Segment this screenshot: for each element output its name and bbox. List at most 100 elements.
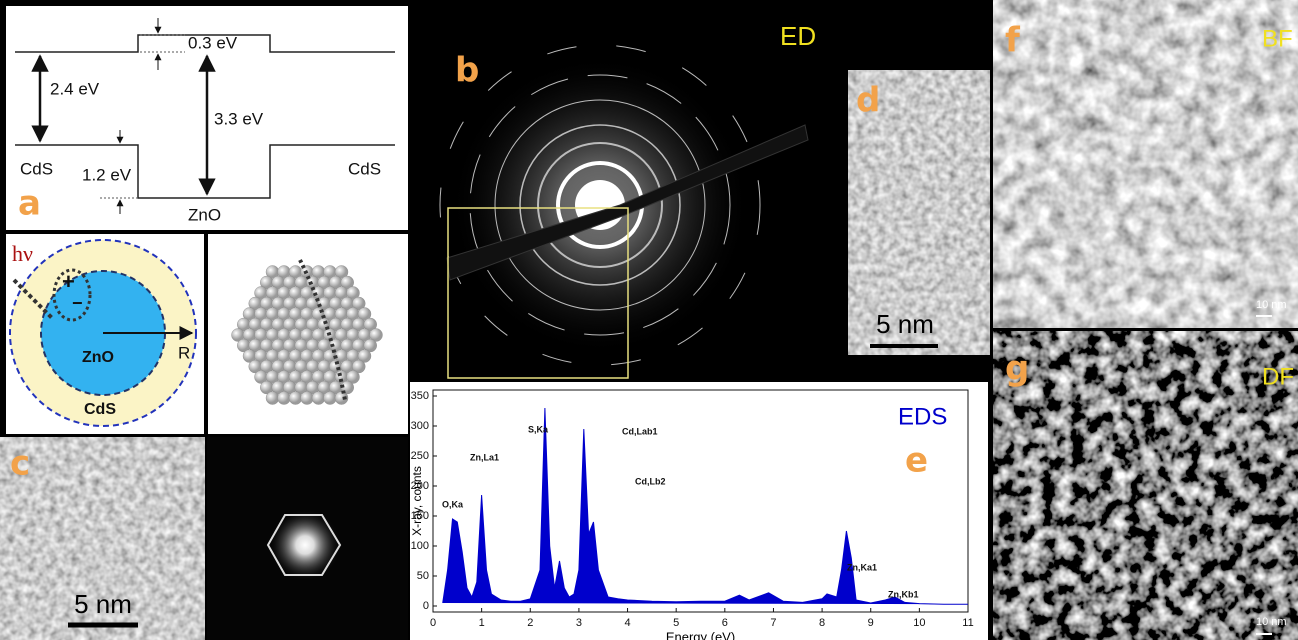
fft-ring [266,514,342,576]
ring [469,74,731,336]
band-diagram-panel: 0.3 eV 2.4 eV 3.3 eV 1.2 eV CdS CdS ZnO … [6,6,408,230]
panel-bg [410,382,988,640]
peak-label: O,Ka [442,499,464,509]
fft-spot [269,509,341,581]
bright-field-panel: f BF 10 nm [993,0,1298,328]
tem-image [848,70,990,355]
y-tick-label: 350 [411,390,429,402]
x-tick-label: 6 [722,617,728,629]
x-axis-label: Energy (eV) [666,629,735,640]
panel-label: d [856,81,880,121]
y-tick-label: 300 [411,420,429,432]
lattice-panel: 5 nm d [848,70,990,355]
x-tick-label: 10 [913,617,925,629]
atom [363,317,377,332]
spectrum [442,407,968,605]
y-axis-label: X-ray, counts [410,466,424,536]
gap-label: 3.3 eV [214,109,264,128]
atom [357,307,372,321]
tem-image [0,437,205,640]
x-tick-label: 4 [624,617,630,629]
tem-image [993,0,1298,328]
x-tick-label: 5 [673,617,679,629]
material-label: CdS [348,159,381,178]
x-tick-label: 8 [819,617,825,629]
dark-field-panel: g DF 10 nm [993,331,1298,640]
atom [277,391,291,405]
panel-label: a [18,184,41,224]
band-edges [15,34,395,199]
y-tick-label: 200 [411,480,429,492]
peak-label: Zn,Ka1 [847,562,877,572]
eds-panel: 0 50 100 150 200 250 300 350 0 1 2 3 4 5 6 7 8 9 10 11 Energ… [410,382,988,640]
exciton [52,268,92,322]
mode-label: ED [780,21,816,51]
y-tick-label: 50 [417,570,429,582]
offset-label: 1.2 eV [82,165,132,184]
photon-label: hν [12,241,33,266]
shell-label: CdS [84,401,116,418]
x-tick-label: 3 [576,617,582,629]
ring [494,99,706,311]
atom [323,391,337,405]
atom [346,286,360,300]
x-tick-label: 11 [962,617,973,629]
panel-label: c [10,444,30,484]
atom [352,296,366,311]
diffraction-panel: b ED [410,0,845,380]
peak-label: Zn,Kb1 [888,589,919,599]
mode-label: BF [1262,25,1293,52]
atom [357,349,372,363]
peak-label: Zn,La1 [470,452,499,462]
atom [311,391,326,405]
tem-image [993,331,1298,640]
panel-label: g [1005,349,1029,389]
material-label: ZnO [188,205,221,224]
y-tick-label: 150 [411,510,429,522]
beam-stop [446,124,809,281]
panel-label: e [905,441,928,481]
scale-label: 10 nm [1256,299,1287,311]
gap-label: 2.4 eV [50,79,100,98]
radius-label: R [178,343,190,362]
inset-box [447,207,629,379]
atom [346,370,360,384]
plot-frame [432,389,969,613]
mode-label: DF [1262,363,1294,390]
scale-label: 5 nm [876,309,934,339]
atom [300,391,314,405]
atom [352,359,366,374]
y-tick-label: 0 [423,600,429,612]
ring [519,124,681,286]
atom [265,391,280,405]
x-tick-label: 1 [479,617,485,629]
panel-label: b [455,51,479,91]
panel-label: f [1005,21,1021,61]
atom [288,391,303,405]
scale-label: 5 nm [74,589,132,619]
atom [334,265,349,279]
material-label: CdS [20,159,53,178]
hole: + [62,269,75,294]
scale-label: 10 nm [1256,616,1287,628]
x-tick-label: 0 [430,617,436,629]
y-tick-label: 100 [411,540,429,552]
y-tick-label: 250 [411,450,429,462]
peak-label: Cd,Lb2 [635,476,666,486]
atom [363,338,377,353]
atom [340,275,354,290]
photon-path [12,278,54,320]
offset-label: 0.3 eV [188,33,238,52]
x-tick-label: 9 [868,617,874,629]
atom [369,328,383,342]
peak-label: Cd,Lab1 [622,426,658,436]
cluster-panel [208,234,408,434]
core-shell-panel: hν + − ZnO CdS R [6,234,204,434]
x-tick-label: 7 [770,617,776,629]
x-tick-label: 2 [527,617,533,629]
hrtem-panel: 5 nm c [0,437,408,640]
ring [439,44,761,366]
ring [537,142,663,268]
